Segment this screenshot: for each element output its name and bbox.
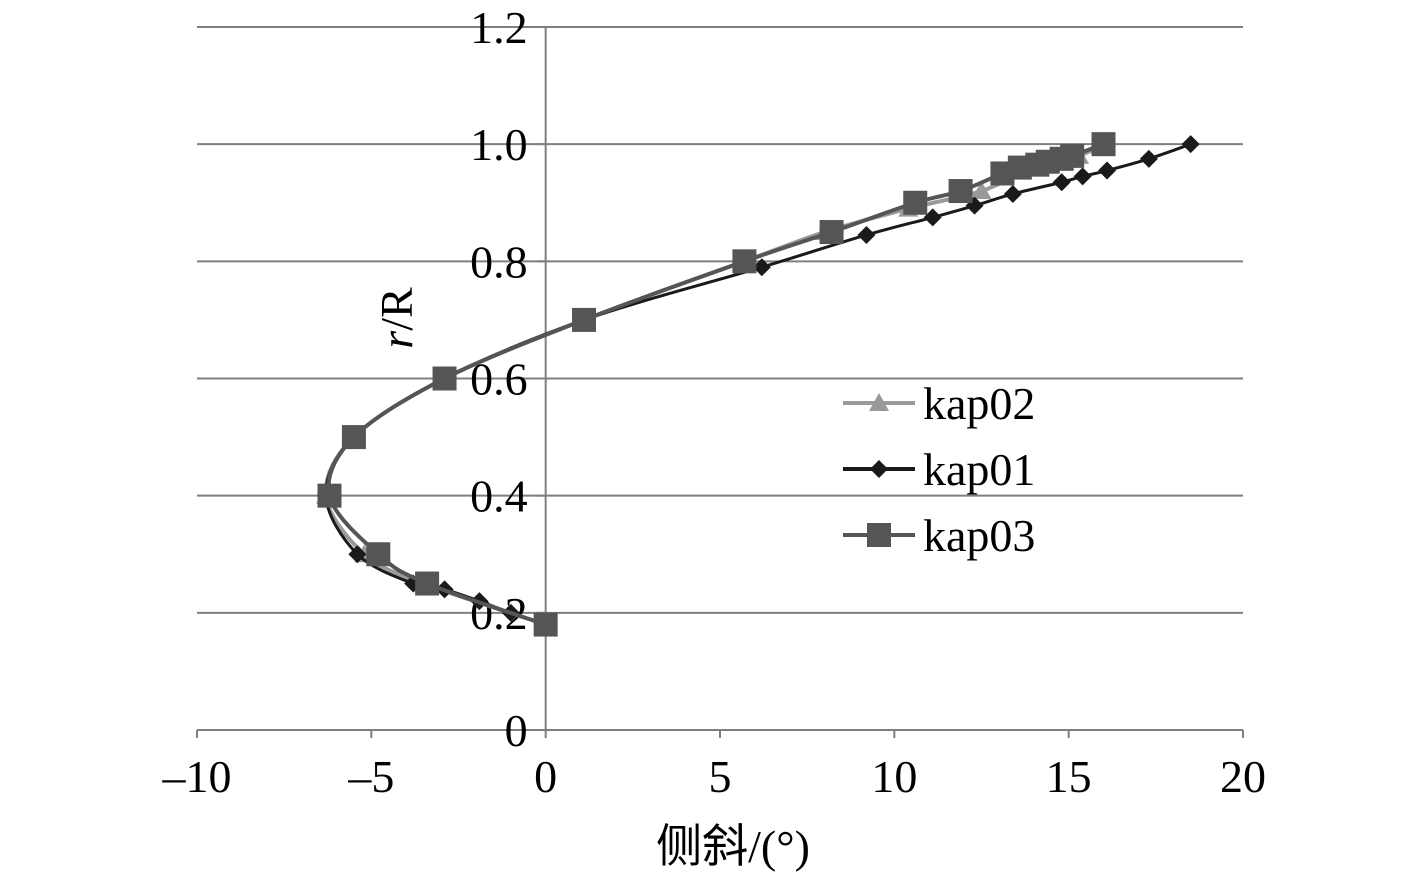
data-point-kap03 — [948, 179, 973, 204]
x-tick-label: 20 — [1220, 751, 1266, 802]
x-tick-label: 15 — [1046, 751, 1092, 802]
legend-label-kap03: kap03 — [923, 510, 1035, 561]
x-axis-title: 侧斜/(°) — [656, 821, 810, 872]
y-axis-title-rest: /R — [371, 287, 422, 331]
data-point-kap03 — [341, 425, 366, 450]
x-tick-label: 0 — [534, 751, 557, 802]
data-point-kap01 — [923, 208, 942, 227]
x-tick-label: –5 — [347, 751, 394, 802]
data-point-kap01 — [1181, 135, 1200, 154]
data-point-kap01 — [1052, 173, 1071, 192]
y-tick-label: 0 — [505, 705, 528, 756]
data-point-kap01 — [752, 258, 771, 277]
data-point-kap03 — [533, 612, 558, 637]
data-point-kap03 — [572, 307, 597, 332]
x-tick-label: 5 — [709, 751, 732, 802]
data-point-kap03 — [432, 366, 457, 391]
data-point-kap02 — [971, 181, 992, 200]
grid — [197, 26, 1243, 614]
series-layer — [316, 132, 1200, 637]
legend-marker-kap01 — [870, 460, 888, 478]
data-point-kap03 — [415, 571, 440, 596]
x-tick-label: 10 — [871, 751, 917, 802]
y-axis-title: r/R — [371, 287, 422, 349]
legend-marker-kap02 — [869, 393, 889, 411]
legend: kap02 kap01 kap03 — [843, 378, 1035, 561]
y-tick-label: 1.0 — [470, 119, 528, 170]
data-point-kap03 — [1091, 132, 1116, 157]
data-point-kap01 — [1098, 161, 1117, 180]
y-tick-label: 0.4 — [470, 471, 528, 522]
legend-label-kap01: kap01 — [923, 444, 1035, 495]
legend-item-kap03: kap03 — [843, 510, 1035, 561]
data-point-kap01 — [1139, 149, 1158, 168]
data-point-kap01 — [1003, 184, 1022, 203]
legend-label-kap02: kap02 — [923, 378, 1035, 429]
data-point-kap03 — [366, 542, 391, 567]
y-tick-label: 0.8 — [470, 236, 528, 287]
data-point-kap03 — [1060, 143, 1085, 168]
y-axis-title-variable: r — [371, 330, 422, 349]
data-point-kap03 — [732, 249, 757, 274]
data-point-kap03 — [903, 190, 928, 215]
series-kap03 — [317, 132, 1116, 637]
y-tick-label: 1.2 — [470, 2, 528, 53]
data-point-kap03 — [819, 220, 844, 245]
x-tick-label: –10 — [162, 751, 232, 802]
data-point-kap01 — [857, 225, 876, 244]
data-point-kap03 — [317, 483, 342, 508]
data-point-kap01 — [348, 545, 367, 564]
legend-marker-kap03 — [867, 523, 891, 547]
legend-item-kap02: kap02 — [843, 378, 1035, 429]
legend-item-kap01: kap01 — [843, 444, 1035, 495]
data-point-kap01 — [1073, 167, 1092, 186]
